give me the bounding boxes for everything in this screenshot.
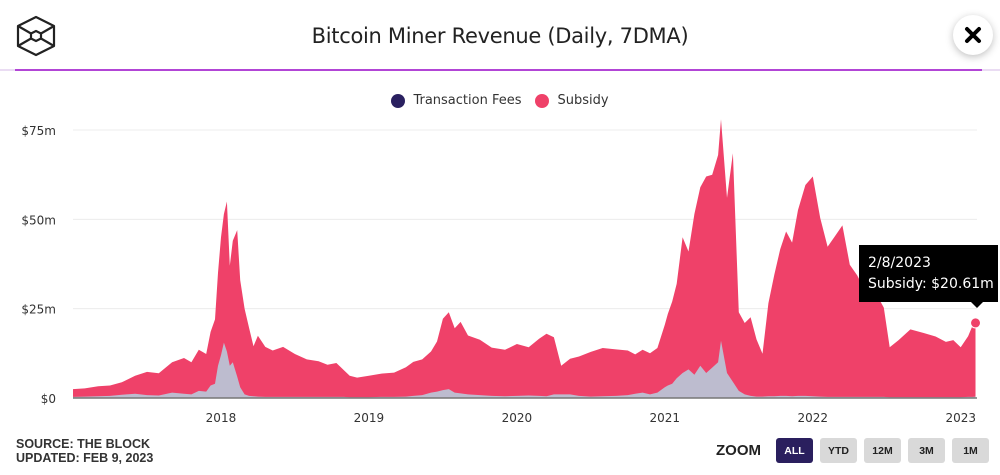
x-tick-label: 2023 xyxy=(945,411,976,425)
legend-label: Transaction Fees xyxy=(413,93,522,108)
header-divider-right xyxy=(982,69,1000,71)
y-axis: $0 $25m $50m $75m xyxy=(21,124,56,406)
legend-dot-fees-icon xyxy=(391,93,406,108)
header-divider xyxy=(15,69,982,71)
x-tick-label: 2018 xyxy=(206,411,237,425)
chart-tooltip: 2/8/2023 Subsidy: $20.61m xyxy=(859,245,998,302)
zoom-12m-button[interactable]: 12M xyxy=(864,438,901,463)
x-tick-label: 2019 xyxy=(354,411,385,425)
x-tick-label: 2022 xyxy=(797,411,828,425)
updated-text: UPDATED: FEB 9, 2023 xyxy=(16,451,154,465)
x-tick-label: 2021 xyxy=(650,411,681,425)
y-tick-label: $0 xyxy=(41,392,56,406)
legend-dot-subsidy-icon xyxy=(535,93,550,108)
y-tick-label: $25m xyxy=(21,303,56,317)
highlighted-point-marker xyxy=(970,317,982,329)
zoom-3m-button[interactable]: 3M xyxy=(908,438,945,463)
the-block-logo-icon xyxy=(16,15,56,57)
tooltip-value: Subsidy: $20.61m xyxy=(868,276,994,292)
close-icon xyxy=(965,27,981,43)
tooltip-arrow xyxy=(971,302,983,308)
source-text: SOURCE: THE BLOCK xyxy=(16,437,151,451)
header-divider-left xyxy=(0,69,15,71)
y-tick-label: $50m xyxy=(21,213,56,227)
chart-areas xyxy=(73,119,977,399)
legend-item-transaction-fees[interactable]: Transaction Fees xyxy=(391,93,521,108)
chart-footer: SOURCE: THE BLOCK UPDATED: FEB 9, 2023 xyxy=(16,437,153,465)
chart-legend: Transaction Fees Subsidy xyxy=(0,93,1000,108)
zoom-label: ZOOM xyxy=(716,442,761,459)
legend-label: Subsidy xyxy=(557,93,609,108)
zoom-1m-button[interactable]: 1M xyxy=(952,438,989,463)
close-button[interactable] xyxy=(953,15,993,55)
hover-marker xyxy=(970,317,982,329)
tooltip-date: 2/8/2023 xyxy=(868,255,931,271)
page-title: Bitcoin Miner Revenue (Daily, 7DMA) xyxy=(311,24,689,48)
zoom-all-button[interactable]: ALL xyxy=(776,438,813,463)
x-axis: 2018 2019 2020 2021 2022 2023 xyxy=(206,411,976,425)
zoom-controls: ZOOM ALL YTD 12M 3M 1M xyxy=(716,438,989,463)
y-tick-label: $75m xyxy=(21,124,56,138)
subsidy-area xyxy=(73,119,976,399)
zoom-ytd-button[interactable]: YTD xyxy=(820,438,857,463)
legend-item-subsidy[interactable]: Subsidy xyxy=(535,93,609,108)
x-tick-label: 2020 xyxy=(502,411,533,425)
